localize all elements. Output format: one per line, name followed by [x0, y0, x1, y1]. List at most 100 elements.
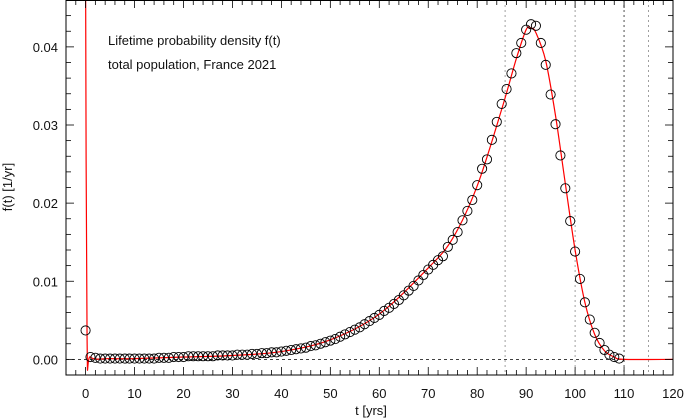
data-point: [330, 334, 341, 345]
data-point: [457, 215, 468, 226]
data-point: [486, 134, 497, 145]
data-point: [325, 335, 336, 346]
data-point: [550, 119, 561, 130]
y-tick-label: 0.01: [33, 274, 58, 289]
data-point: [183, 351, 194, 362]
data-point: [511, 48, 522, 59]
data-point: [227, 350, 238, 361]
data-point: [609, 351, 620, 363]
data-point: [246, 348, 258, 359]
data-point: [217, 350, 228, 361]
data-point: [178, 351, 189, 363]
data-point: [242, 349, 253, 360]
data-point: [100, 353, 111, 364]
x-tick-label: 70: [421, 386, 435, 401]
x-tick-label: 90: [519, 386, 533, 401]
y-axis-label: f(t) [1/yr]: [0, 163, 15, 211]
data-point: [530, 20, 541, 31]
annotation-line-1: Lifetime probability density f(t): [108, 33, 281, 48]
x-tick-label: 10: [127, 386, 141, 401]
data-point: [535, 37, 546, 49]
data-point: [320, 337, 331, 348]
data-point: [80, 325, 91, 336]
data-point: [335, 331, 346, 342]
data-point: [364, 316, 375, 327]
data-point: [540, 59, 551, 70]
fit-curve: [85, 0, 673, 371]
data-point: [442, 241, 453, 252]
data-point: [462, 205, 473, 216]
data-point: [315, 338, 326, 349]
data-point: [212, 350, 223, 361]
data-point: [452, 226, 463, 238]
y-tick-label: 0.02: [33, 196, 58, 211]
data-point: [251, 348, 262, 359]
data-point: [516, 37, 527, 49]
data-point: [491, 116, 502, 127]
data-point: [198, 351, 209, 362]
data-point: [570, 246, 581, 257]
x-tick-label: 60: [372, 386, 386, 401]
y-tick-label: 0.00: [33, 352, 58, 367]
data-point: [109, 353, 121, 364]
data-point: [173, 351, 184, 363]
data-point: [158, 352, 169, 363]
x-tick-label: 20: [176, 386, 190, 401]
x-tick-label: 120: [662, 386, 684, 401]
data-point: [256, 348, 267, 359]
reference-lines: [66, 0, 673, 375]
data-point: [222, 350, 233, 361]
data-point: [501, 84, 512, 95]
x-tick-label: 30: [225, 386, 239, 401]
y-tick-label: 0.03: [33, 118, 58, 133]
annotation-line-2: total population, France 2021: [108, 57, 276, 72]
data-point: [85, 351, 96, 363]
data-point: [261, 348, 272, 359]
x-tick-label: 40: [274, 386, 288, 401]
data-point: [281, 345, 292, 356]
data-point: [565, 216, 576, 227]
data-point: [134, 353, 145, 364]
x-tick-label: 110: [614, 386, 635, 401]
data-point: [447, 234, 458, 245]
data-point: [153, 352, 165, 363]
data-point: [300, 342, 311, 353]
data-point: [163, 352, 174, 363]
data-point: [579, 297, 590, 308]
data-point: [95, 353, 106, 364]
data-point: [594, 337, 605, 349]
data-point: [232, 349, 243, 360]
data-point: [589, 327, 600, 338]
data-point: [295, 343, 307, 354]
data-point: [237, 349, 248, 360]
data-point: [349, 324, 360, 335]
data-point: [354, 322, 365, 333]
data-point: [614, 353, 625, 364]
data-point: [310, 340, 321, 351]
data-point: [545, 89, 556, 100]
data-point: [105, 353, 116, 364]
data-point: [305, 341, 316, 352]
data-point: [604, 349, 615, 360]
data-point: [144, 353, 155, 364]
data-point: [188, 351, 199, 362]
data-point: [525, 19, 537, 30]
data-point: [139, 353, 150, 364]
y-tick-label: 0.04: [33, 40, 58, 55]
data-point: [266, 347, 277, 358]
data-point: [149, 353, 160, 364]
data-point: [339, 329, 351, 340]
data-point: [276, 346, 287, 357]
data-point: [202, 351, 214, 362]
data-point: [369, 312, 380, 324]
data-point: [496, 98, 507, 109]
data-point: [90, 352, 101, 363]
axis-ticks: 0 10 20 30 40 50 60 70 80 90 100 110 120 0.00 0.01 0.02…: [33, 0, 684, 401]
x-tick-label: 80: [470, 386, 484, 401]
data-point: [574, 273, 586, 284]
data-point: [477, 163, 488, 174]
x-tick-label: 0: [82, 386, 89, 401]
data-point: [271, 347, 282, 358]
data-point: [168, 351, 179, 363]
data-point: [481, 154, 493, 165]
